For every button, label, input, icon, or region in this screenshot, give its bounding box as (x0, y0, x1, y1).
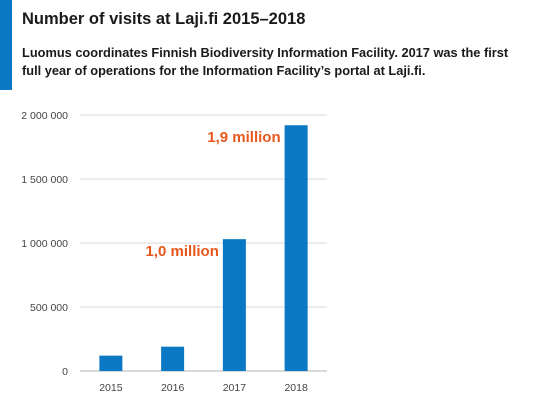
x-tick-label: 2016 (161, 382, 185, 394)
bar-2016 (161, 346, 185, 371)
bar-2015 (99, 355, 123, 371)
bar-2018 (284, 125, 308, 372)
x-tick-label: 2017 (223, 382, 247, 394)
x-tick-label: 2015 (99, 382, 123, 394)
x-tick-label: 2018 (284, 382, 308, 394)
chart-subtitle: Luomus coordinates Finnish Biodiversity … (22, 45, 509, 78)
y-tick-label: 500 000 (30, 302, 68, 314)
y-tick-label: 1 500 000 (21, 174, 68, 186)
chart-title: Number of visits at Laji.fi 2015–2018 (22, 10, 306, 28)
accent-bar (0, 0, 12, 90)
data-label-2018: 1,9 million (207, 129, 280, 146)
data-label-2017: 1,0 million (146, 243, 219, 260)
y-tick-label: 1 000 000 (21, 238, 68, 250)
bar-2017 (222, 239, 246, 371)
y-tick-label: 0 (62, 366, 68, 378)
y-tick-label: 2 000 000 (21, 110, 68, 122)
